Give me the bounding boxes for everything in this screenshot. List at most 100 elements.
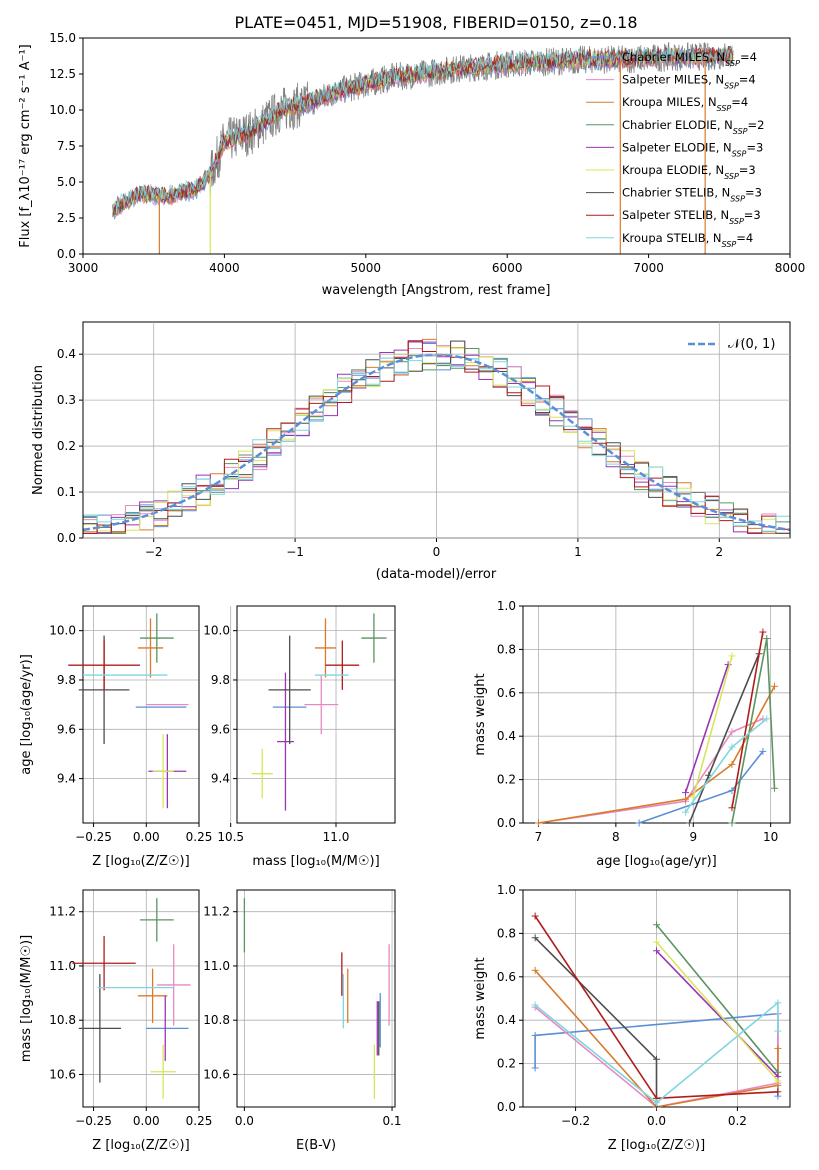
spectrum-ytick-label: 5.0 [57, 175, 76, 189]
massweight_vs_age-xtick-label: 10 [763, 830, 778, 844]
spectrum-xtick-label: 7000 [633, 261, 664, 275]
residual-ylabel: Normed distribution [31, 365, 46, 495]
massweight_vs_age-xtick-label: 8 [612, 830, 620, 844]
massweight_vs_age-ytick-label: 0.8 [497, 642, 516, 656]
mass_vs_ebv-xtick-label: 0.0 [235, 1114, 254, 1128]
massweight_vs_Z-ytick-label: 1.0 [497, 883, 516, 897]
residual-ytick-label: 0.2 [57, 439, 76, 453]
age_vs_Z-axes-frame [82, 605, 200, 824]
massweight_vs_Z-ytick-label: 0.6 [497, 970, 516, 984]
massweight-Z-line-6 [655, 941, 779, 1082]
age-vs-mass-panel: 10.5 11.0 9.4 9.6 9.8 10.0 mass [log₁₀(M/M☉)] [203, 605, 396, 869]
massweight-age-line-6 [692, 655, 733, 798]
massweight_vs_age-ylabel: mass weight [473, 673, 488, 755]
legend-label-2: Salpeter MILES, NSSP=4 [622, 73, 756, 91]
residual-panel: −2 −1 0 1 2 0.0 0.1 0.2 0.3 0.4 (data-model)/erro… [31, 321, 791, 582]
massweight_vs_age-ytick-label: 0.4 [497, 729, 516, 743]
massweight-age-line-5 [684, 664, 729, 793]
mass_vs_ebv-ytick-label: 11.0 [203, 959, 230, 973]
massweight_vs_age-xlabel: age [log₁₀(age/yr)] [596, 854, 717, 869]
legend-label-3: Kroupa MILES, NSSP=4 [622, 95, 748, 113]
mass-vs-metallicity-panel: −0.25 0.00 0.25 10.6 10.8 11.0 11.2 Z [log₁₀(Z/… [19, 889, 213, 1153]
spectrum-plot-area [112, 41, 734, 254]
legend-label-5: Salpeter ELODIE, NSSP=3 [622, 140, 763, 158]
spectrum-ytick-label: 12.5 [49, 67, 76, 81]
spectrum-ticks: 3000 4000 5000 6000 7000 8000 0.0 2.5 5.0 7.5 10.0… [49, 31, 805, 275]
age_vs_mass-ytick-label: 9.6 [211, 722, 230, 736]
spectrum-title: PLATE=0451, MJD=51908, FIBERID=0150, z=0… [234, 13, 637, 32]
age_vs_mass-xtick-label: 10.5 [217, 830, 244, 844]
massweight-age-line-8 [731, 631, 764, 808]
spectrum-xlabel: wavelength [Angstrom, rest frame] [322, 283, 551, 298]
massweight-age-line-2 [538, 718, 764, 824]
age_vs_Z-xtick-label: 0.25 [186, 830, 213, 844]
massweight-Z-line-4 [655, 924, 779, 1073]
legend-label-7: Chabrier STELIB, NSSP=3 [622, 186, 762, 204]
massweight_vs_Z-xtick-label: 0.0 [647, 1114, 666, 1128]
residual-xtick-label: 1 [574, 545, 582, 559]
massweight_vs_Z-ylabel: mass weight [473, 957, 488, 1039]
residual-xlabel: (data-model)/error [376, 567, 497, 582]
massweight_vs_Z-xtick-label: −0.2 [561, 1114, 590, 1128]
residual-ytick-label: 0.4 [57, 347, 76, 361]
massweight_vs_Z-ytick-label: 0.2 [497, 1057, 516, 1071]
mass_vs_ebv-xlabel: E(B-V) [296, 1138, 336, 1153]
legend-label-4: Chabrier ELODIE, NSSP=2 [622, 118, 764, 136]
residual-xtick-label: −2 [145, 545, 163, 559]
age_vs_Z-ytick-label: 9.4 [57, 772, 76, 786]
age_vs_Z-xlabel: Z [log₁₀(Z/Z☉)] [92, 854, 189, 869]
legend-label-8: Salpeter STELIB, NSSP=3 [622, 208, 761, 226]
age_vs_mass-ytick-label: 9.8 [211, 673, 230, 687]
massweight_vs_Z-xtick-label: 0.2 [728, 1114, 747, 1128]
age_vs_mass-xlabel: mass [log₁₀(M/M☉)] [252, 854, 379, 869]
massweight-Z-line-9 [534, 1001, 779, 1104]
residual-ticks: −2 −1 0 1 2 0.0 0.1 0.2 0.3 0.4 [57, 322, 790, 559]
spectrum-xtick-label: 3000 [68, 261, 99, 275]
spectrum-ytick-label: 0.0 [57, 247, 76, 261]
massweight-age-line-3 [538, 685, 776, 824]
age_vs_Z-xtick-label: −0.25 [75, 830, 112, 844]
mass_vs_Z-xtick-label: 0.25 [186, 1114, 213, 1128]
mass_vs_ebv-xtick-label: 0.1 [382, 1114, 401, 1128]
mass_vs_Z-ytick-label: 11.0 [49, 959, 76, 973]
age_vs_mass-axes-frame [236, 605, 396, 824]
age_vs_mass-ytick-label: 10.0 [203, 624, 230, 638]
massweight_vs_age-xtick-label: 9 [689, 830, 697, 844]
model-spectrum-line-9 [112, 45, 734, 214]
mass_vs_Z-xlabel: Z [log₁₀(Z/Z☉)] [92, 1138, 189, 1153]
residual-ytick-label: 0.3 [57, 393, 76, 407]
mass_vs_Z-xtick-label: 0.00 [133, 1114, 160, 1128]
age_vs_Z-ytick-label: 10.0 [49, 624, 76, 638]
spectrum-ytick-label: 10.0 [49, 103, 76, 117]
mass-vs-ebv-panel: 0.0 0.1 10.6 10.8 11.0 11.2 E(B-V) [203, 889, 402, 1153]
age_vs_Z-ylabel: age [log₁₀(age/yr)] [19, 654, 34, 775]
spectrum-xtick-label: 5000 [351, 261, 382, 275]
massweight_vs_Z-ytick-label: 0.4 [497, 1013, 516, 1027]
spectrum-legend: Chabrier MILES, NSSP=4 Salpeter MILES, NS… [586, 50, 764, 248]
residual-xtick-label: 2 [715, 545, 723, 559]
massweight_vs_age-xtick-label: 7 [535, 830, 543, 844]
legend-label-6: Kroupa ELODIE, NSSP=3 [622, 163, 756, 181]
mass_vs_Z-ytick-label: 10.6 [49, 1067, 76, 1081]
mass_vs_ebv-ytick-label: 11.2 [203, 905, 230, 919]
age_vs_Z-xtick-label: 0.00 [133, 830, 160, 844]
massweight-Z-line-5 [655, 950, 779, 1078]
spectrum-xtick-label: 6000 [492, 261, 523, 275]
massweight_vs_age-ytick-label: 0.6 [497, 686, 516, 700]
massweight_vs_Z-ytick-label: 0.8 [497, 926, 516, 940]
age_vs_Z-ytick-label: 9.6 [57, 722, 76, 736]
mass_vs_Z-ytick-label: 10.8 [49, 1013, 76, 1027]
massweight_vs_Z-ytick-label: 0.0 [497, 1100, 516, 1114]
massweight_vs_age-ytick-label: 0.0 [497, 816, 516, 830]
mass_vs_ebv-axes-frame [236, 889, 396, 1108]
age_vs_mass-ytick-label: 9.4 [211, 772, 230, 786]
age_vs_Z-ytick-label: 9.8 [57, 673, 76, 687]
residual-ytick-label: 0.1 [57, 485, 76, 499]
legend-label-9: Kroupa STELIB, NSSP=4 [622, 231, 753, 249]
mass_vs_Z-ytick-label: 11.2 [49, 905, 76, 919]
spectrum-xtick-label: 8000 [775, 261, 806, 275]
residual-xtick-label: −1 [286, 545, 304, 559]
massweight-Z-line-3 [534, 969, 779, 1108]
mass_vs_ebv-ytick-label: 10.8 [203, 1013, 230, 1027]
